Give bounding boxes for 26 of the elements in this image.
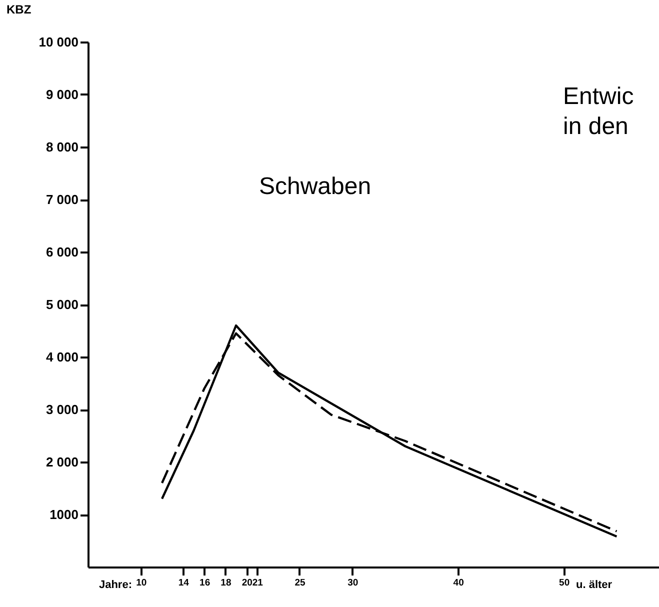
y-tick-label: 1000 — [50, 507, 78, 522]
x-tick-label: 14 — [178, 578, 190, 588]
y-tick-label: 2 000 — [46, 454, 78, 470]
x-tick-label: 21 — [252, 578, 264, 588]
y-tick-label: 10 000 — [38, 34, 78, 50]
annotation: Schwaben — [258, 173, 372, 200]
x-tick-label: 30 — [348, 578, 358, 588]
text: u. älter — [576, 579, 613, 591]
x-tick-label: 20 — [242, 578, 252, 588]
text: Jahre: — [98, 579, 132, 591]
x-tick-label: 25 — [294, 578, 306, 588]
y-tick-label: 6 000 — [46, 244, 78, 260]
x-tick-label: 50 — [559, 578, 570, 588]
y-axis-title: KBZ — [6, 2, 32, 16]
text: in den — [563, 113, 628, 140]
y-tick-label: 3 000 — [46, 402, 78, 417]
y-tick-label: 8 000 — [46, 140, 78, 154]
text: Entwic — [563, 83, 634, 110]
y-tick-label: 5 000 — [46, 297, 78, 312]
y-tick-label: 4 000 — [46, 350, 78, 364]
x-tick-label: 10 — [136, 578, 147, 588]
y-tick-label: 7 000 — [46, 192, 78, 207]
x-tick-label: 40 — [453, 578, 464, 588]
y-tick-label: 9 000 — [46, 87, 78, 102]
x-tick-label: 16 — [200, 578, 210, 588]
x-tick-label: 18 — [220, 578, 232, 588]
